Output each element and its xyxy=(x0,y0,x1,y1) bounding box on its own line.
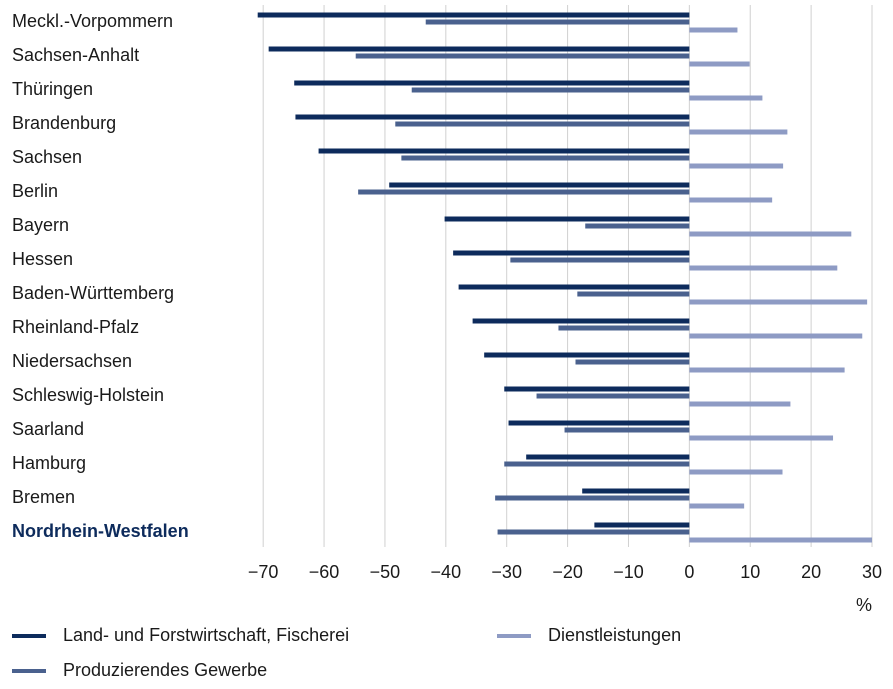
bar xyxy=(453,250,690,256)
x-tick-label: 30 xyxy=(862,562,882,582)
bar xyxy=(510,257,690,263)
bar xyxy=(425,19,690,25)
x-tick-label: −40 xyxy=(431,562,462,582)
y-tick-label: Nordrhein-Westfalen xyxy=(12,521,189,541)
bar xyxy=(689,163,784,169)
legend-label: Land- und Forstwirtschaft, Fischerei xyxy=(63,625,349,645)
y-tick-label: Thüringen xyxy=(12,79,93,99)
bar xyxy=(689,129,788,135)
x-tick-label: −60 xyxy=(309,562,340,582)
y-tick-label: Saarland xyxy=(12,419,84,439)
x-tick-label: 10 xyxy=(740,562,760,582)
bar xyxy=(689,333,863,339)
bar xyxy=(564,427,690,433)
bar xyxy=(395,121,690,127)
bar xyxy=(389,182,690,188)
bar xyxy=(689,435,834,441)
x-tick-label: −50 xyxy=(370,562,401,582)
bar xyxy=(689,469,783,475)
bar xyxy=(689,231,852,237)
bar xyxy=(577,291,690,297)
y-tick-label: Hamburg xyxy=(12,453,86,473)
y-tick-label: Bremen xyxy=(12,487,75,507)
bar xyxy=(268,46,690,52)
bar xyxy=(689,401,791,407)
bar xyxy=(504,461,690,467)
bar xyxy=(458,284,690,290)
y-tick-label: Schleswig-Holstein xyxy=(12,385,164,405)
bar xyxy=(411,87,690,93)
x-tick-label: −20 xyxy=(552,562,583,582)
y-tick-label: Baden-Württemberg xyxy=(12,283,174,303)
bar xyxy=(558,325,690,331)
bar xyxy=(497,529,690,535)
y-tick-label: Rheinland-Pfalz xyxy=(12,317,139,337)
bar xyxy=(689,537,872,543)
x-axis-label: % xyxy=(856,595,872,615)
bar xyxy=(401,155,690,161)
bar xyxy=(689,27,738,33)
y-tick-label: Meckl.-Vorpommern xyxy=(12,11,173,31)
bar xyxy=(295,114,690,120)
legend-label: Dienstleistungen xyxy=(548,625,681,645)
y-tick-label: Brandenburg xyxy=(12,113,116,133)
bar xyxy=(689,299,868,305)
bar xyxy=(508,420,690,426)
legend-label: Produzierendes Gewerbe xyxy=(63,660,267,680)
x-tick-label: 0 xyxy=(684,562,694,582)
y-tick-label: Bayern xyxy=(12,215,69,235)
bar xyxy=(689,503,745,509)
bar xyxy=(355,53,690,59)
bar xyxy=(689,265,838,271)
bar xyxy=(585,223,690,229)
bar xyxy=(526,454,690,460)
bar xyxy=(594,522,690,528)
y-tick-label: Hessen xyxy=(12,249,73,269)
bar xyxy=(484,352,690,358)
bar xyxy=(689,367,845,373)
bar xyxy=(472,318,690,324)
bar xyxy=(689,197,773,203)
x-tick-label: −70 xyxy=(248,562,279,582)
bar xyxy=(318,148,690,154)
bar xyxy=(575,359,690,365)
bar xyxy=(257,12,690,18)
bar xyxy=(689,61,750,67)
bar xyxy=(536,393,690,399)
bar xyxy=(294,80,690,86)
x-tick-label: 20 xyxy=(801,562,821,582)
y-tick-label: Berlin xyxy=(12,181,58,201)
y-tick-label: Sachsen-Anhalt xyxy=(12,45,139,65)
bar xyxy=(504,386,690,392)
bar xyxy=(689,95,763,101)
bar xyxy=(358,189,690,195)
y-tick-label: Sachsen xyxy=(12,147,82,167)
bar xyxy=(495,495,690,501)
x-tick-label: −30 xyxy=(491,562,522,582)
x-tick-label: −10 xyxy=(613,562,644,582)
y-tick-label: Niedersachsen xyxy=(12,351,132,371)
bar xyxy=(444,216,690,222)
bar xyxy=(582,488,690,494)
